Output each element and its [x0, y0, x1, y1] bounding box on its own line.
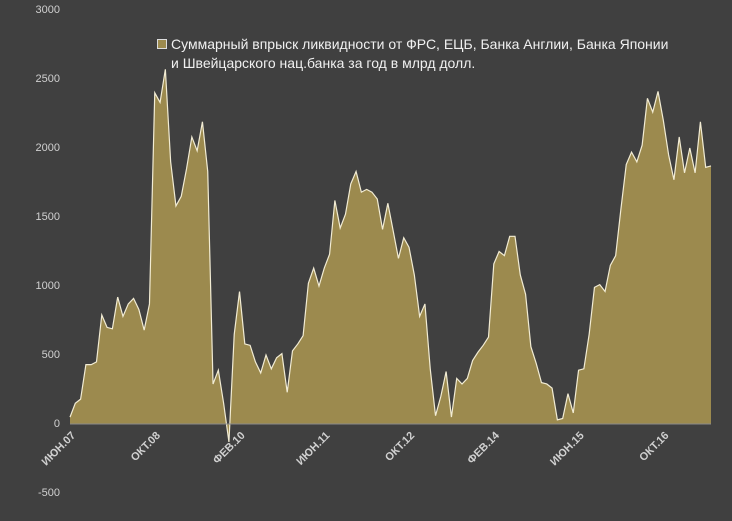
x-tick-label: ОКТ.12	[383, 430, 417, 464]
x-tick-label: ИЮН.11	[294, 430, 332, 468]
y-tick-label: 2000	[36, 142, 60, 154]
area	[70, 69, 711, 442]
x-tick-label: ОКТ.08	[129, 430, 163, 464]
legend-swatch	[157, 39, 167, 49]
legend: Суммарный впрыск ликвидности от ФРС, ЕЦБ…	[157, 35, 677, 73]
y-tick-label: 1000	[36, 280, 60, 292]
area-line	[69, 69, 712, 443]
x-tick-label: ОКТ.16	[637, 430, 671, 464]
x-tick-label: ИЮН.07	[40, 430, 79, 469]
y-tick-label: 500	[42, 349, 60, 361]
y-tick-label: 3000	[36, 4, 60, 16]
x-tick-label: ИЮН.15	[548, 430, 587, 469]
x-tick-label: ФЕВ.14	[465, 429, 502, 466]
y-tick-label: 2500	[36, 73, 60, 85]
y-tick-label: 0	[54, 418, 60, 430]
y-tick-label: -500	[38, 487, 60, 499]
y-tick-label: 1500	[36, 211, 60, 223]
legend-label: Суммарный впрыск ликвидности от ФРС, ЕЦБ…	[171, 36, 669, 71]
